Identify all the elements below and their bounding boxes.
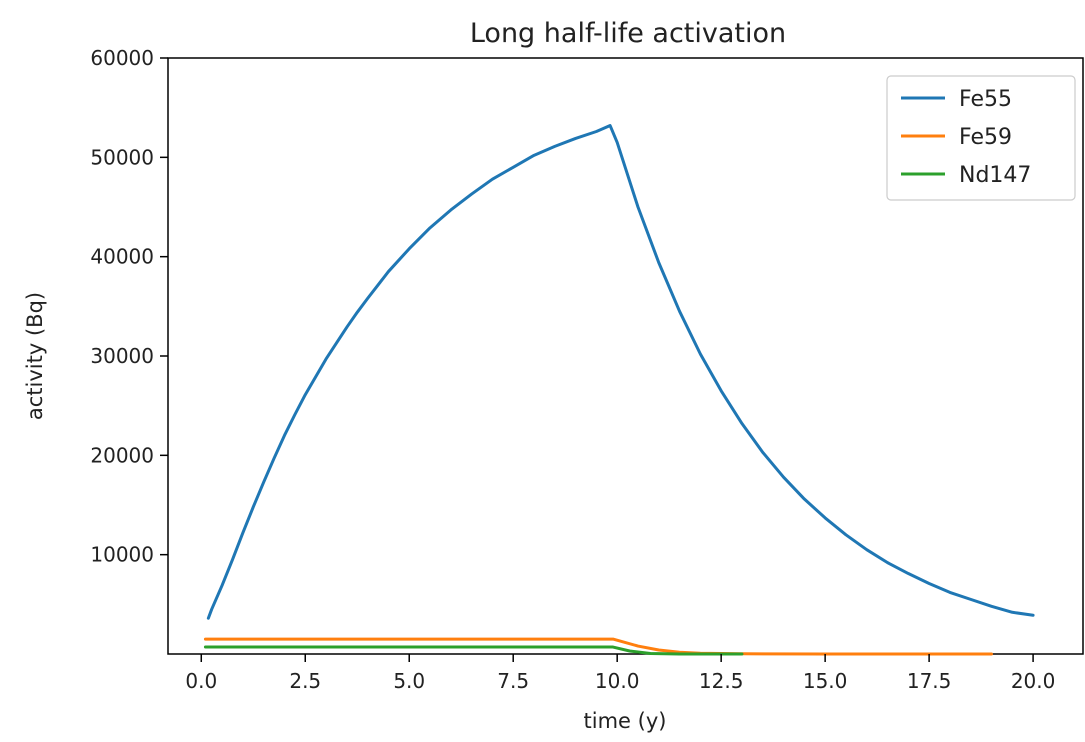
y-axis: 10000 20000 30000 40000 50000 60000 (90, 46, 168, 567)
x-tick-label: 17.5 (907, 669, 952, 693)
legend: Fe55 Fe59 Nd147 (886, 75, 1076, 201)
legend-label-fe55: Fe55 (959, 87, 1012, 112)
y-axis-label: activity (Bq) (23, 292, 47, 420)
x-tick-label: 12.5 (699, 669, 744, 693)
legend-label-fe59: Fe59 (959, 125, 1012, 150)
x-tick-label: 0.0 (185, 669, 217, 693)
y-tick-label: 40000 (90, 245, 154, 269)
series-line-nd147 (203, 645, 744, 656)
y-tick-label: 50000 (90, 145, 154, 169)
x-axis-label: time (y) (584, 709, 667, 733)
x-tick-label: 10.0 (595, 669, 640, 693)
x-axis: 0.0 2.5 5.0 7.5 10.0 12.5 15.0 17.5 20.0 (185, 654, 1055, 693)
chart-title: Long half-life activation (470, 18, 786, 49)
legend-label-nd147: Nd147 (959, 163, 1031, 188)
series-line-fe55 (206, 124, 1035, 620)
y-tick-label: 60000 (90, 46, 154, 70)
series-layer (203, 124, 1035, 656)
legend-box (886, 75, 1076, 201)
x-tick-label: 7.5 (497, 669, 529, 693)
y-tick-label: 30000 (90, 344, 154, 368)
x-tick-label: 2.5 (289, 669, 321, 693)
x-tick-label: 5.0 (393, 669, 425, 693)
x-tick-label: 20.0 (1011, 669, 1056, 693)
y-tick-label: 10000 (90, 543, 154, 567)
y-tick-label: 20000 (90, 443, 154, 467)
x-tick-label: 15.0 (803, 669, 848, 693)
